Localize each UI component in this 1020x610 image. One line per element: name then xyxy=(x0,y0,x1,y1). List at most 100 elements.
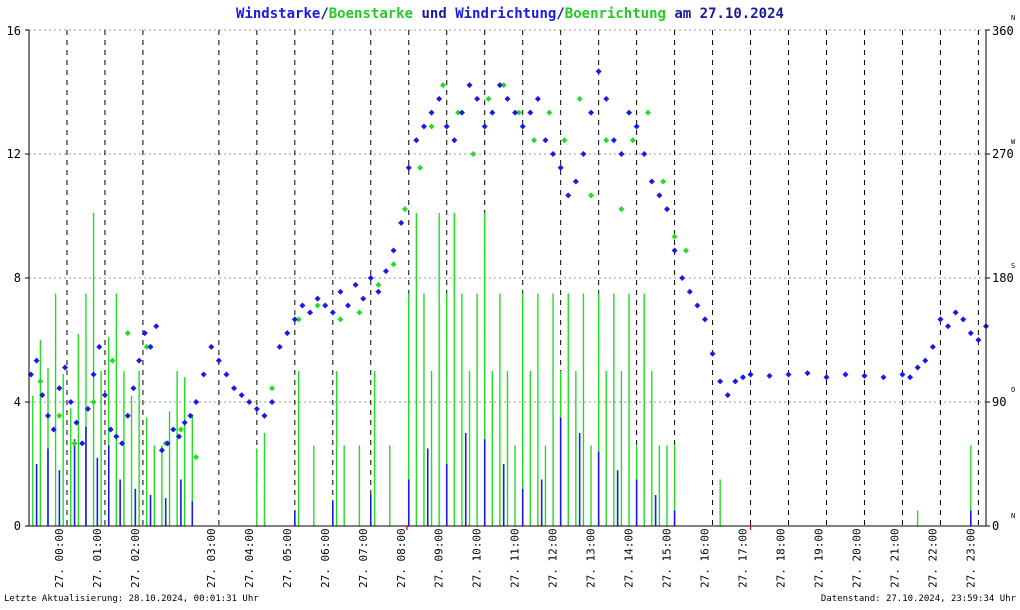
wind-direction-point xyxy=(253,405,260,412)
wind-direction-point xyxy=(215,357,222,364)
wind-direction-point xyxy=(842,371,849,378)
gust-direction-point xyxy=(618,206,625,213)
wind-direction-point xyxy=(79,440,86,447)
wind-direction-point xyxy=(208,343,215,350)
x-tick-label: 27. 13:00 xyxy=(585,528,598,588)
gust-direction-point xyxy=(455,109,462,116)
x-tick-label: 27. 01:00 xyxy=(91,528,104,588)
x-tick-label: 27. 06:00 xyxy=(319,528,332,588)
x-tick-label: 27. 17:00 xyxy=(737,528,750,588)
x-tick-label: 27. 08:00 xyxy=(395,528,408,588)
wind-direction-point xyxy=(124,412,131,419)
chart-title: Windstarke/Boenstarke und Windrichtung/B… xyxy=(236,6,784,22)
left-tick-label: 4 xyxy=(14,395,21,409)
gust-direction-point xyxy=(124,330,131,337)
wind-direction-point xyxy=(238,392,245,399)
title-boenrichtung: Boenrichtung xyxy=(565,6,666,22)
wind-direction-point xyxy=(436,95,443,102)
wind-direction-point xyxy=(542,137,549,144)
gust-direction-point xyxy=(531,137,538,144)
wind-direction-point xyxy=(679,275,686,281)
wind-direction-point xyxy=(557,164,564,171)
wind-direction-point xyxy=(861,372,868,379)
wind-direction-point xyxy=(945,323,952,330)
wind-direction-point xyxy=(96,343,103,350)
wind-direction-point xyxy=(565,192,572,199)
x-tick-label: 27. 14:00 xyxy=(623,528,636,588)
wind-direction-point xyxy=(458,109,465,116)
wind-direction-point xyxy=(960,316,967,323)
title-windstarke: Windstarke xyxy=(236,6,320,22)
wind-direction-point xyxy=(56,385,63,392)
x-tick-label: 27. 23:00 xyxy=(964,528,977,588)
right-tick-label: 90 xyxy=(992,395,1006,409)
wind-direction-point xyxy=(352,281,359,288)
x-tick-label: 27. 16:00 xyxy=(699,528,712,588)
wind-direction-point xyxy=(648,178,655,185)
wind-direction-point xyxy=(231,385,238,392)
wind-direction-point xyxy=(633,123,640,130)
gust-direction-point xyxy=(56,412,63,419)
gust-direction-point xyxy=(629,137,636,144)
gust-direction-point xyxy=(546,109,553,116)
wind-direction-point xyxy=(337,288,344,295)
footer-data-timestamp: Datenstand: 27.10.2024, 23:59:34 Uhr xyxy=(821,594,1017,604)
wind-direction-point xyxy=(291,316,298,323)
wind-bars xyxy=(35,417,972,526)
title-sep2: / xyxy=(556,6,564,22)
wind-direction-point xyxy=(603,95,610,102)
wind-direction-point xyxy=(62,364,69,371)
title-sep1: / xyxy=(320,6,328,22)
wind-direction-point xyxy=(420,123,427,130)
wind-direction-point xyxy=(136,357,143,364)
wind-direction-point xyxy=(732,378,739,385)
wind-direction-point xyxy=(489,109,496,116)
wind-direction-points xyxy=(27,68,989,454)
wind-direction-point xyxy=(534,95,541,102)
wind-direction-point xyxy=(269,399,276,405)
wind-direction-point xyxy=(937,316,944,323)
wind-direction-point xyxy=(345,302,351,309)
gust-direction-point xyxy=(109,357,116,364)
title-windrichtung: Windrichtung xyxy=(455,6,556,22)
wind-direction-point xyxy=(276,343,283,350)
wind-direction-point xyxy=(967,330,974,337)
gust-bars xyxy=(32,212,972,526)
wind-direction-point xyxy=(428,109,435,116)
x-tick-label: 27. 15:00 xyxy=(661,528,674,588)
gust-direction-point xyxy=(682,247,689,254)
wind-direction-point xyxy=(747,371,754,378)
gust-direction-point xyxy=(143,343,150,350)
wind-direction-point xyxy=(261,412,268,419)
wind-direction-point xyxy=(176,433,183,440)
gust-direction-point xyxy=(588,192,595,199)
wind-direction-point xyxy=(618,151,625,157)
gust-direction-point xyxy=(500,82,507,89)
wind-direction-point xyxy=(119,440,126,447)
x-tick-label: 27. 10:00 xyxy=(471,528,484,588)
wind-direction-point xyxy=(899,371,906,378)
gust-direction-point xyxy=(269,385,276,392)
gust-direction-point xyxy=(401,206,408,213)
x-tick-label: 27. 18:00 xyxy=(775,528,788,588)
wind-direction-point xyxy=(527,109,534,116)
wind-direction-point xyxy=(785,371,792,378)
wind-direction-point xyxy=(130,385,137,392)
wind-direction-point xyxy=(405,164,412,171)
wind-direction-point xyxy=(84,405,91,412)
x-tick-label: 27. 19:00 xyxy=(813,528,826,588)
gust-direction-point xyxy=(660,178,667,185)
wind-direction-point xyxy=(50,426,57,433)
compass-label: O xyxy=(1011,386,1015,394)
wind-direction-point xyxy=(360,295,367,302)
wind-direction-point xyxy=(299,302,306,309)
wind-direction-point xyxy=(694,302,701,309)
wind-direction-point xyxy=(572,178,579,185)
gust-direction-point xyxy=(71,440,78,447)
grid-layer xyxy=(29,29,986,526)
left-tick-label: 12 xyxy=(7,147,21,161)
right-tick-label: 180 xyxy=(992,271,1014,285)
wind-direction-point xyxy=(717,378,724,385)
gust-direction-point xyxy=(314,302,321,309)
